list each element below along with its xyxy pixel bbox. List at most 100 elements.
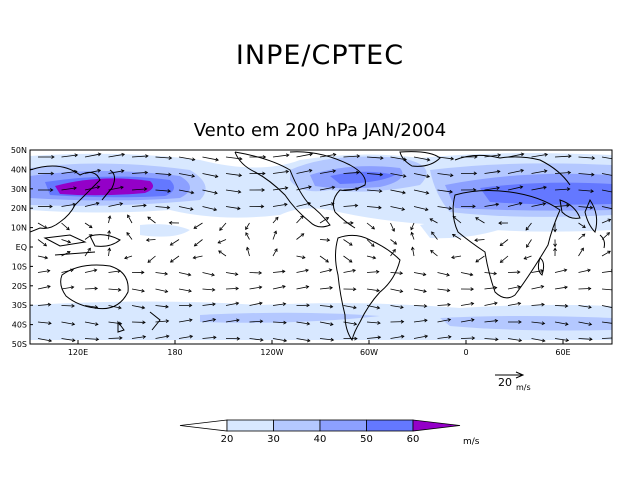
- wind-vector: [578, 337, 593, 342]
- wind-vector: [131, 335, 147, 339]
- wind-vector: [507, 338, 523, 343]
- wind-vector: [413, 173, 431, 179]
- wind-vector: [272, 320, 287, 325]
- wind-vector: [437, 335, 452, 339]
- wind-vector: [108, 202, 124, 207]
- wind-vector: [484, 169, 501, 174]
- wind-vector: [202, 173, 219, 179]
- wind-vector: [107, 215, 112, 224]
- wind-vector: [84, 247, 91, 257]
- wind-vector: [531, 202, 547, 207]
- wind-vector: [131, 154, 149, 158]
- wind-vector: [452, 215, 462, 224]
- wind-vector: [554, 154, 572, 159]
- wind-vector: [601, 337, 612, 339]
- colorbar-tick-label: 20: [221, 434, 234, 445]
- lat-label: 40N: [11, 165, 27, 174]
- wind-vector: [108, 185, 124, 191]
- wind-vector: [507, 320, 522, 324]
- colorbar-segment: [319, 419, 367, 432]
- lat-label: 20N: [11, 204, 27, 213]
- wind-vector: [107, 247, 112, 257]
- wind-vector: [249, 188, 266, 192]
- wind-vector: [578, 268, 591, 273]
- wind-vector: [178, 206, 194, 211]
- wind-vector: [431, 231, 438, 240]
- wind-vector: [107, 229, 111, 240]
- lat-label: 20S: [12, 282, 27, 291]
- wind-vector: [319, 202, 335, 207]
- wind-vector: [37, 284, 51, 290]
- wind-vector: [437, 272, 450, 277]
- wind-vector: [390, 305, 404, 309]
- wind-vector: [249, 301, 263, 306]
- wind-vector: [413, 288, 427, 293]
- colorbar-segment: [179, 419, 228, 432]
- lon-label: 60W: [360, 348, 378, 357]
- wind-vector: [202, 156, 219, 162]
- wind-vector: [366, 172, 384, 177]
- wind-vector: [601, 288, 612, 292]
- wind-vector: [38, 171, 55, 176]
- wind-vector: [37, 222, 48, 229]
- wind-vector: [460, 155, 478, 159]
- wind-vector: [296, 268, 309, 273]
- wind-vector: [343, 336, 358, 341]
- wind-vector: [272, 269, 286, 274]
- wind-vector: [108, 321, 123, 326]
- wind-vector: [601, 156, 612, 160]
- wind-vector: [61, 239, 72, 244]
- wind-vector: [296, 233, 305, 240]
- wind-vector: [390, 189, 406, 195]
- wind-vector: [531, 169, 548, 174]
- wind-vector: [296, 185, 312, 191]
- wind-vector: [553, 247, 557, 257]
- reference-vector-unit: m/s: [516, 383, 531, 392]
- wind-vector: [219, 222, 227, 231]
- wind-vector: [366, 269, 380, 274]
- wind-vector: [225, 318, 240, 323]
- wind-vector: [430, 249, 438, 257]
- wind-vector: [37, 239, 48, 247]
- wind-vector: [390, 156, 408, 162]
- wind-vector: [37, 255, 49, 260]
- wind-vector: [578, 222, 586, 228]
- wind-vector: [202, 189, 218, 195]
- wind-vector: [390, 271, 404, 276]
- wind-vector: [554, 170, 572, 175]
- wind-vector: [37, 321, 52, 326]
- wind-vector: [319, 169, 337, 174]
- plot-title: INPE/CPTEC: [235, 40, 405, 71]
- wind-vector: [475, 217, 485, 224]
- wind-vector: [272, 169, 290, 174]
- wind-vector: [484, 337, 499, 342]
- wind-vector: [249, 285, 263, 290]
- wind-vector: [531, 152, 549, 158]
- wind-vector: [245, 232, 250, 240]
- wind-vector: [296, 168, 313, 174]
- reference-vector-value: 20: [498, 376, 512, 389]
- wind-vector: [343, 321, 358, 326]
- wind-vector: [531, 269, 545, 273]
- wind-vector: [155, 156, 173, 160]
- wind-vector: [61, 202, 77, 207]
- wind-vector: [84, 201, 100, 207]
- wind-vector: [61, 338, 76, 343]
- wind-vector: [474, 238, 485, 242]
- wind-vector: [507, 185, 524, 191]
- wind-vector: [84, 305, 99, 309]
- wind-vector: [499, 255, 509, 263]
- wind-vector: [366, 288, 380, 293]
- wind-vector: [108, 169, 125, 174]
- wind-vector: [578, 189, 595, 193]
- wind-vector: [343, 305, 357, 310]
- wind-vector: [437, 288, 451, 293]
- longitude-axis: 120E 180 120W 60W 0 60E: [68, 340, 571, 357]
- wind-vector: [507, 270, 521, 275]
- wind-vector: [410, 246, 415, 257]
- wind-vector: [343, 287, 357, 292]
- wind-vector: [193, 239, 203, 247]
- colorbar-tick-label: 50: [360, 434, 373, 445]
- wind-vector: [37, 302, 52, 307]
- wind-vector: [124, 255, 133, 260]
